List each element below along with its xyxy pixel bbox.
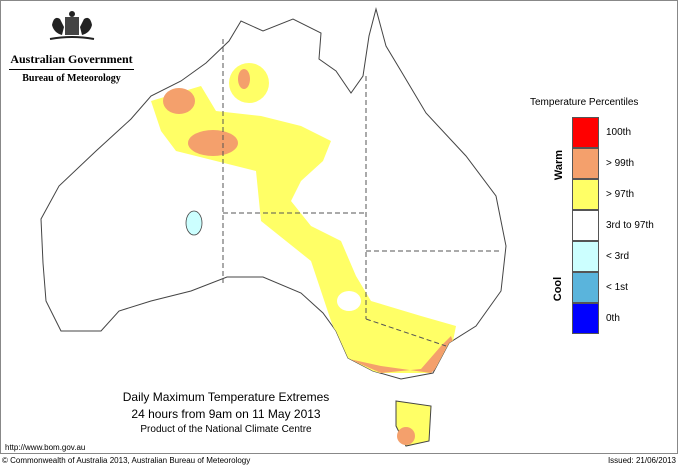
logo-line-1: Australian Government [9, 52, 134, 70]
above-97th-area [151, 86, 456, 373]
legend-label: 0th [606, 313, 620, 324]
legend-label: > 99th [606, 158, 635, 169]
legend-label: < 1st [606, 282, 628, 293]
bom-url[interactable]: http://www.bom.gov.au [5, 443, 86, 452]
legend-swatch [572, 303, 599, 334]
logo-line-2: Bureau of Meteorology [22, 73, 121, 84]
legend-label: 3rd to 97th [606, 220, 654, 231]
legend-label: > 97th [606, 189, 635, 200]
below-3rd-area [185, 210, 203, 236]
map-panel: Australian Government Bureau of Meteorol… [0, 0, 678, 454]
legend-swatch [572, 241, 599, 272]
bom-logo: Australian Government Bureau of Meteorol… [9, 9, 134, 84]
legend-swatch [572, 179, 599, 210]
coat-of-arms-icon [49, 11, 94, 40]
state-borders [222, 39, 501, 347]
map-title: Daily Maximum Temperature Extremes [122, 390, 330, 404]
legend-label: < 3rd [606, 251, 630, 262]
anomaly-areas [151, 63, 456, 373]
legend-swatch [572, 272, 599, 303]
lake-eyre-area [337, 291, 361, 311]
legend-warm-label: Warm [553, 149, 566, 181]
issued-date: Issued: 21/06/2013 [607, 456, 676, 465]
legend-swatch [572, 117, 599, 148]
copyright: © Commonwealth of Australia 2013, Austra… [2, 456, 251, 465]
legend-cool-label: Cool [552, 276, 565, 302]
product-note: Product of the National Climate Centre [140, 424, 312, 435]
above-99th-area [163, 88, 195, 114]
legend-title: Temperature Percentiles [530, 97, 639, 108]
map-subtitle: 24 hours from 9am on 11 May 2013 [131, 407, 321, 421]
legend-swatch [572, 148, 599, 179]
legend-label: 100th [606, 127, 632, 138]
legend-swatch [572, 210, 599, 241]
